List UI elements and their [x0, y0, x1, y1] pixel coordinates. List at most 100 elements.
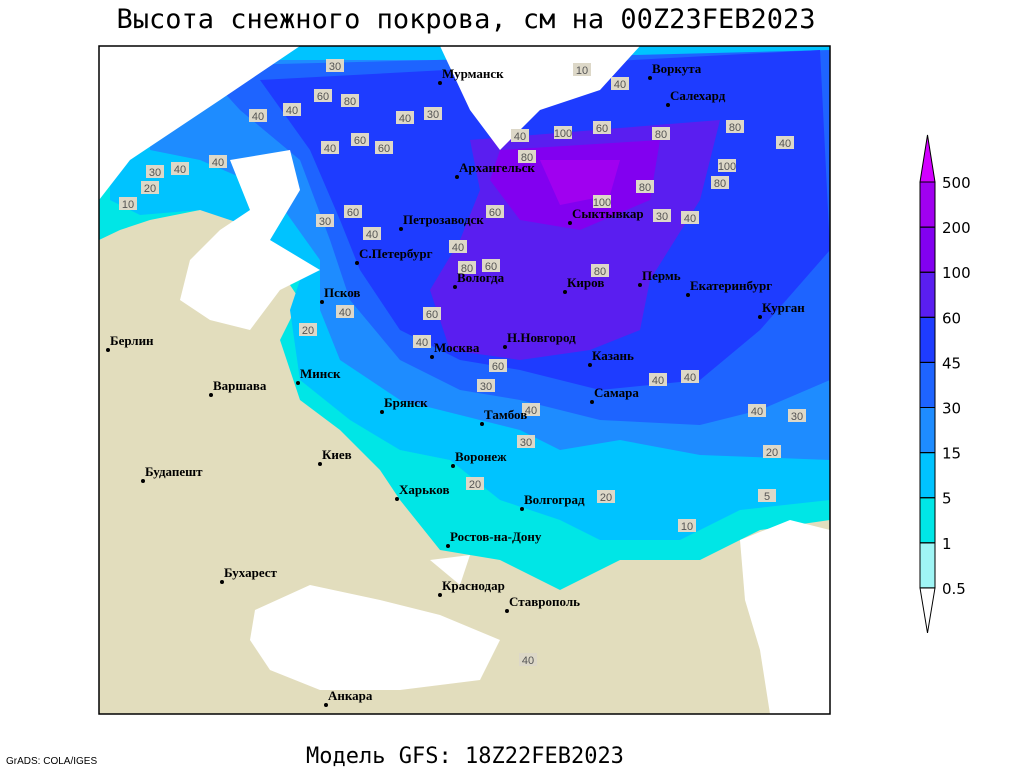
city-label: Екатеринбург — [690, 278, 772, 293]
contour-label: 80 — [639, 182, 651, 194]
city-label: Харьков — [399, 482, 450, 497]
city-label: С.Петербург — [359, 246, 433, 261]
contour-label: 60 — [596, 123, 608, 135]
colorbar-label: 0.5 — [942, 580, 966, 598]
city-label: Волгоград — [524, 492, 585, 507]
city-label: Киров — [567, 275, 604, 290]
map-labels: 30 10 40 60 80 40 40 30 40 40 100 60 80 80 40 60 40 60 40 4… — [106, 59, 806, 707]
city-label: Воркута — [652, 61, 702, 76]
city-dot — [568, 221, 572, 225]
footer: Модель GFS: 18Z22FEB2023 — [306, 744, 624, 768]
city-dot — [505, 609, 509, 613]
contour-label-box — [413, 335, 431, 348]
contour-label-box — [678, 519, 696, 532]
contour-label-box — [554, 126, 572, 139]
city-dot — [320, 300, 324, 304]
contour-label-box — [141, 181, 159, 194]
colorbar-label: 100 — [942, 264, 971, 282]
contour-label: 40 — [751, 406, 763, 418]
contour-label: 40 — [366, 229, 378, 241]
contour-label: 60 — [485, 261, 497, 273]
contour-label-box — [171, 162, 189, 175]
colorbar-high-triangle — [919, 134, 936, 183]
city-dot — [455, 175, 459, 179]
contour-label: 20 — [600, 492, 612, 504]
contour-label: 80 — [714, 178, 726, 190]
colorbar-label: 30 — [942, 400, 961, 418]
city-dot — [590, 400, 594, 404]
contour-label-box — [375, 141, 393, 154]
contour-label: 60 — [492, 361, 504, 373]
contour-label: 80 — [594, 266, 606, 278]
city-dot — [446, 544, 450, 548]
colorbar-band — [919, 316, 936, 363]
city-dot — [296, 381, 300, 385]
colorbar-label: 15 — [942, 445, 961, 463]
contour-label-box — [396, 111, 414, 124]
city-dot — [648, 76, 652, 80]
contour-label: 10 — [681, 521, 693, 533]
title: Высота снежного покрова, см на 00Z23FEB2… — [117, 4, 816, 35]
contour-label-box — [758, 489, 776, 502]
contour-label: 20 — [302, 325, 314, 337]
contour-label-box — [458, 261, 476, 274]
contour-label-box — [466, 477, 484, 490]
contour-label-box — [314, 89, 332, 102]
contour-label: 100 — [554, 128, 572, 140]
city-dot — [399, 227, 403, 231]
city-dot — [638, 283, 642, 287]
contour-label: 30 — [149, 167, 161, 179]
colorbar-band — [919, 497, 936, 544]
contour-label: 40 — [614, 79, 626, 91]
colorbar-band — [919, 361, 936, 408]
contour-label-box — [718, 159, 736, 172]
city-dot — [324, 703, 328, 707]
contour-label: 60 — [347, 207, 359, 219]
city-label: Самара — [594, 385, 639, 400]
colorbar-label: 45 — [942, 354, 961, 372]
contour-label-box — [653, 209, 671, 222]
contour-label-box — [611, 77, 629, 90]
city-dot — [220, 580, 224, 584]
city-label: Будапешт — [145, 464, 203, 479]
contour-label: 60 — [489, 207, 501, 219]
contour-label: 60 — [317, 91, 329, 103]
contour-label: 40 — [522, 655, 534, 667]
city-label: Казань — [592, 348, 634, 363]
contour-label-box — [249, 109, 267, 122]
city-dot — [758, 315, 762, 319]
contour-label: 30 — [319, 216, 331, 228]
colorbar-label: 1 — [942, 535, 952, 553]
contour-label: 60 — [426, 309, 438, 321]
city-dot — [520, 507, 524, 511]
city-dot — [686, 293, 690, 297]
city-dot — [395, 497, 399, 501]
city-label: Мурманск — [442, 66, 504, 81]
colorbar-low-triangle — [919, 587, 936, 633]
contour-label-box — [209, 155, 227, 168]
map-frame — [98, 45, 831, 715]
city-label: Москва — [434, 340, 480, 355]
contour-label-box — [146, 165, 164, 178]
contour-label-box — [363, 227, 381, 240]
sea — [740, 520, 830, 714]
contour-label: 40 — [339, 307, 351, 319]
city-dot — [355, 261, 359, 265]
city-label: Бухарест — [224, 565, 278, 580]
contour-label-box — [423, 307, 441, 320]
city-label: Петрозаводск — [403, 212, 484, 227]
sea — [99, 46, 300, 200]
city-dot — [438, 81, 442, 85]
city-label: Брянск — [384, 395, 428, 410]
contour-label-box — [351, 133, 369, 146]
sea — [250, 585, 500, 690]
contour-label-box — [489, 359, 507, 372]
colorbar-band — [919, 226, 936, 273]
city-label: Тамбов — [484, 407, 527, 422]
contour-label: 80 — [344, 96, 356, 108]
contour-label-box — [593, 195, 611, 208]
contour-label-box — [591, 264, 609, 277]
contour-label: 80 — [729, 122, 741, 134]
contour-label-box — [344, 205, 362, 218]
